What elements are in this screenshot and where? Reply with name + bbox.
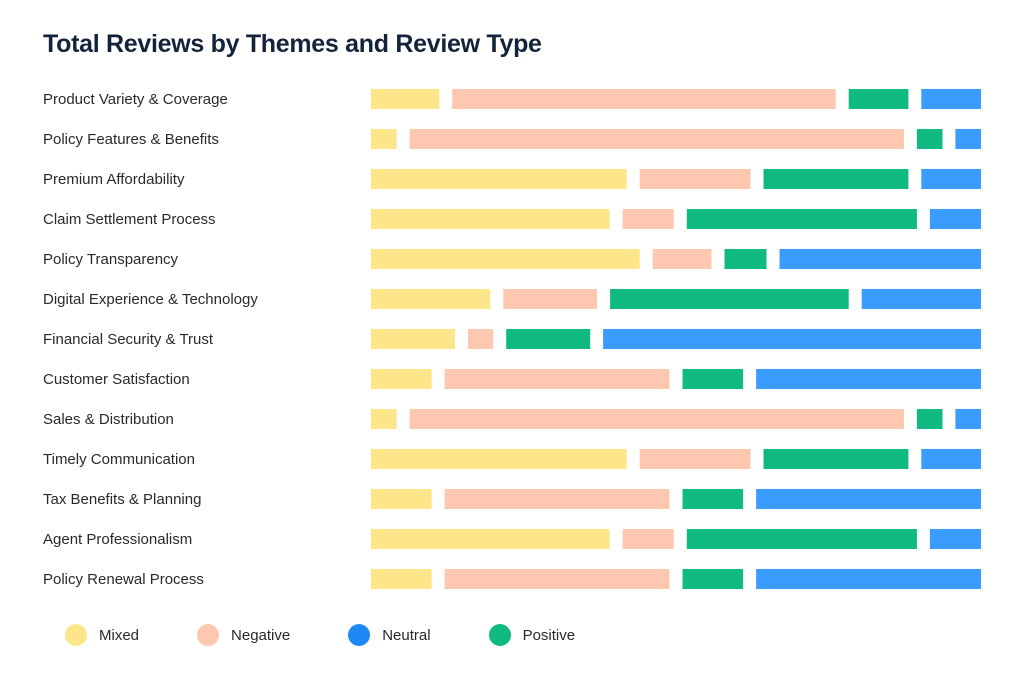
bar-positive-claim-settlement-process bbox=[686, 209, 917, 229]
bar-negative-customer-satisfaction bbox=[444, 369, 670, 389]
bar-neutral-product-variety-and-coverage bbox=[921, 89, 981, 109]
category-label-financial-security-and-trust: Financial Security & Trust bbox=[43, 331, 214, 348]
legend-item-neutral: Neutral bbox=[348, 624, 431, 646]
bar-mixed-policy-renewal-process bbox=[371, 569, 432, 589]
legend-item-positive: Positive bbox=[488, 624, 576, 646]
category-label-tax-benefits-and-planning: Tax Benefits & Planning bbox=[43, 491, 201, 508]
bar-mixed-premium-affordability bbox=[371, 169, 627, 189]
bar-negative-claim-settlement-process bbox=[622, 209, 674, 229]
bar-mixed-customer-satisfaction bbox=[371, 369, 432, 389]
bar-neutral-claim-settlement-process bbox=[929, 209, 981, 229]
bar-positive-policy-transparency bbox=[724, 249, 767, 269]
legend-swatch-mixed bbox=[65, 624, 87, 646]
bar-neutral-digital-experience-and-technology bbox=[861, 289, 981, 309]
bar-neutral-agent-professionalism bbox=[929, 529, 981, 549]
bar-mixed-product-variety-and-coverage bbox=[371, 89, 440, 109]
bar-mixed-timely-communication bbox=[371, 449, 627, 469]
bar-mixed-agent-professionalism bbox=[371, 529, 610, 549]
bar-negative-sales-and-distribution bbox=[409, 409, 904, 429]
legend-item-mixed: Mixed bbox=[65, 624, 139, 646]
bar-positive-agent-professionalism bbox=[686, 529, 917, 549]
category-label-product-variety-and-coverage: Product Variety & Coverage bbox=[43, 91, 228, 108]
bar-positive-policy-renewal-process bbox=[682, 569, 744, 589]
bar-neutral-premium-affordability bbox=[921, 169, 981, 189]
stacked-bar-chart: Product Variety & Coverage Policy Feature… bbox=[43, 89, 981, 589]
category-label-digital-experience-and-technology: Digital Experience & Technology bbox=[43, 291, 258, 308]
legend: Mixed Negative Neutral Positive bbox=[65, 624, 633, 646]
category-label-sales-and-distribution: Sales & Distribution bbox=[43, 411, 174, 428]
bar-negative-digital-experience-and-technology bbox=[503, 289, 597, 309]
bar-negative-product-variety-and-coverage bbox=[452, 89, 836, 109]
legend-label-positive: Positive bbox=[522, 626, 576, 644]
bar-neutral-policy-features-and-benefits bbox=[955, 129, 981, 149]
bar-positive-customer-satisfaction bbox=[682, 369, 744, 389]
category-label-claim-settlement-process: Claim Settlement Process bbox=[43, 211, 216, 228]
bar-mixed-digital-experience-and-technology bbox=[371, 289, 491, 309]
category-label-customer-satisfaction: Customer Satisfaction bbox=[43, 371, 190, 388]
bar-negative-financial-security-and-trust bbox=[468, 329, 494, 349]
bar-negative-premium-affordability bbox=[639, 169, 751, 189]
bar-negative-policy-renewal-process bbox=[444, 569, 670, 589]
bar-neutral-tax-benefits-and-planning bbox=[756, 489, 981, 509]
bar-neutral-sales-and-distribution bbox=[955, 409, 981, 429]
chart-title: Total Reviews by Themes and Review Type bbox=[43, 30, 542, 58]
bar-mixed-tax-benefits-and-planning bbox=[371, 489, 432, 509]
bar-positive-sales-and-distribution bbox=[916, 409, 943, 429]
bar-mixed-policy-features-and-benefits bbox=[371, 129, 397, 149]
bar-neutral-policy-transparency bbox=[779, 249, 981, 269]
legend-swatch-neutral bbox=[348, 624, 371, 646]
bar-negative-tax-benefits-and-planning bbox=[444, 489, 670, 509]
bar-mixed-financial-security-and-trust bbox=[371, 329, 455, 349]
category-label-policy-renewal-process: Policy Renewal Process bbox=[43, 571, 204, 588]
bar-neutral-customer-satisfaction bbox=[756, 369, 981, 389]
legend-swatch-negative bbox=[197, 624, 220, 646]
bar-positive-tax-benefits-and-planning bbox=[682, 489, 744, 509]
legend-label-mixed: Mixed bbox=[99, 626, 140, 644]
bar-neutral-financial-security-and-trust bbox=[603, 329, 981, 349]
bar-positive-financial-security-and-trust bbox=[506, 329, 591, 349]
bar-negative-policy-transparency bbox=[652, 249, 712, 269]
bar-positive-timely-communication bbox=[763, 449, 909, 469]
category-label-policy-features-and-benefits: Policy Features & Benefits bbox=[43, 131, 219, 148]
bar-negative-policy-features-and-benefits bbox=[409, 129, 904, 149]
bar-positive-premium-affordability bbox=[763, 169, 909, 189]
legend-item-negative: Negative bbox=[197, 624, 290, 646]
category-label-premium-affordability: Premium Affordability bbox=[43, 171, 185, 188]
legend-label-neutral: Neutral bbox=[382, 626, 431, 644]
bar-mixed-policy-transparency bbox=[371, 249, 640, 269]
category-label-agent-professionalism: Agent Professionalism bbox=[43, 531, 192, 548]
category-label-timely-communication: Timely Communication bbox=[43, 451, 195, 468]
bar-mixed-claim-settlement-process bbox=[371, 209, 610, 229]
bar-neutral-timely-communication bbox=[921, 449, 981, 469]
bar-positive-digital-experience-and-technology bbox=[610, 289, 849, 309]
bar-neutral-policy-renewal-process bbox=[756, 569, 981, 589]
category-label-policy-transparency: Policy Transparency bbox=[43, 251, 179, 268]
legend-label-negative: Negative bbox=[231, 626, 291, 644]
bar-mixed-sales-and-distribution bbox=[371, 409, 397, 429]
bar-positive-product-variety-and-coverage bbox=[848, 89, 909, 109]
legend-swatch-positive bbox=[488, 624, 511, 646]
bar-positive-policy-features-and-benefits bbox=[916, 129, 943, 149]
bar-negative-timely-communication bbox=[639, 449, 751, 469]
bar-negative-agent-professionalism bbox=[622, 529, 674, 549]
